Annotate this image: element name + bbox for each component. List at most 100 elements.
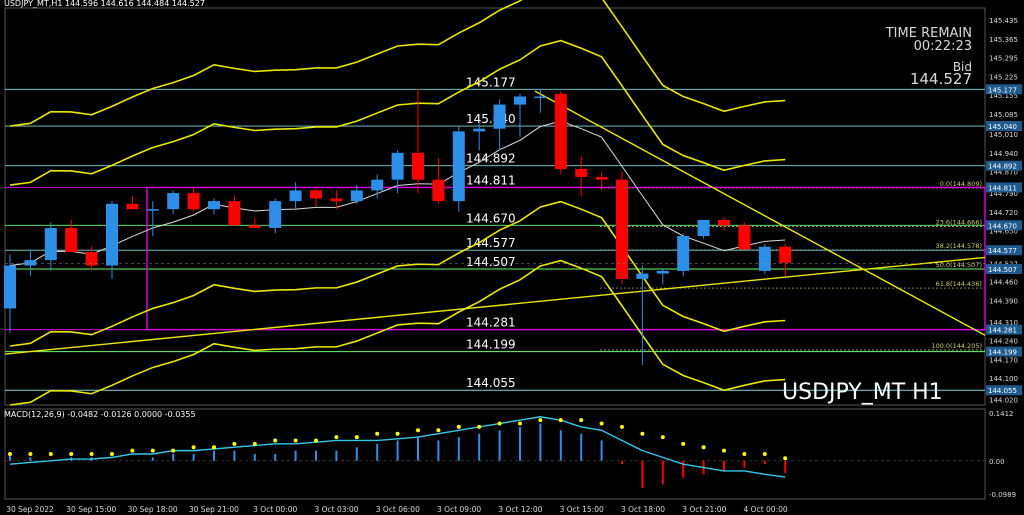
candle-body [330, 198, 343, 202]
price-level-tag-text: 144.507 [988, 266, 1017, 274]
candle-body [106, 203, 118, 266]
macd-signal-dot [660, 435, 665, 440]
macd-signal-dot [232, 441, 237, 446]
macd-signal-dot [69, 452, 74, 456]
candle-body [514, 96, 526, 105]
candle-body [758, 246, 771, 271]
price-level-tag [986, 84, 1022, 95]
macd-signal-dot [538, 418, 543, 423]
time-axis-label: 3 Oct 18:00 [621, 505, 665, 514]
candle-body [24, 260, 37, 266]
macd-signal-dot [171, 448, 176, 453]
candle-body [167, 193, 180, 210]
macd-signal-dot [783, 456, 788, 461]
candle-body [146, 209, 159, 211]
price-level-tag-text: 144.577 [988, 247, 1017, 255]
price-level-tag [986, 160, 1022, 171]
price-tick-label: 144.790 [989, 190, 1018, 198]
macd-signal-dot [395, 431, 400, 436]
price-level-tag [986, 385, 1022, 396]
chart-header: USDJPY_MT,H1 144.596 144.616 144.484 144… [4, 0, 205, 8]
fib-level-label: 38.2(144.578) [936, 242, 982, 250]
candle-body [432, 179, 445, 202]
macd-frame [4, 408, 986, 500]
time-axis-label: 3 Oct 15:00 [560, 505, 604, 514]
macd-signal-dot [354, 435, 359, 440]
candle-body [534, 96, 547, 99]
macd-signal-dot [477, 424, 482, 429]
trend-line-down [534, 90, 986, 336]
macd-signal-dot [497, 421, 502, 426]
time-axis-label: 30 Sep 15:00 [66, 505, 116, 514]
macd-signal-dot [416, 428, 420, 433]
macd-signal-dot [130, 448, 135, 453]
candle-body [391, 152, 404, 180]
price-level-tag [986, 121, 1022, 132]
candle-body [310, 190, 322, 199]
macd-signal-dot [314, 438, 318, 443]
price-tick-label: 144.100 [989, 375, 1018, 383]
macd-tick-label: 0.1412 [989, 410, 1014, 418]
price-level-tag [986, 220, 1022, 231]
candle-body [452, 131, 465, 202]
fib-level-label: 61.8(144.436) [936, 280, 982, 288]
time-remain-label: TIME REMAIN [885, 26, 972, 41]
price-level-tag-text: 144.281 [988, 327, 1017, 335]
time-axis-label: 30 Sep 18:00 [128, 505, 178, 514]
macd-signal-dot [579, 418, 584, 423]
candle-body [595, 176, 608, 180]
price-level-tag-text: 144.892 [988, 163, 1017, 171]
time-axis-label: 3 Oct 00:00 [253, 505, 297, 514]
price-tick-label: 144.870 [989, 169, 1018, 177]
macd-signal-dot [640, 431, 645, 436]
candle-body [350, 190, 363, 202]
time-axis-label: 3 Oct 06:00 [376, 505, 420, 514]
candle-body [65, 227, 78, 253]
candle-body [228, 201, 241, 226]
candle-body [718, 219, 730, 226]
bid-label: Bid [952, 60, 972, 74]
price-level-tag-text: 145.040 [988, 123, 1017, 131]
time-axis-label: 3 Oct 03:00 [314, 505, 358, 514]
time-axis-label: 30 Sep 2022 [6, 505, 54, 514]
price-level-label: 144.811 [466, 173, 516, 187]
fib-level-label: 0.0(144.809) [940, 180, 982, 188]
price-tick-label: 144.170 [989, 356, 1018, 364]
price-tick-label: 145.085 [989, 111, 1018, 119]
envelope-band [9, 200, 786, 347]
envelope-band [9, 0, 786, 127]
price-tick-label: 144.720 [989, 209, 1018, 217]
candle-body [4, 265, 16, 309]
time-axis-label: 3 Oct 12:00 [498, 505, 542, 514]
candle-body [616, 179, 628, 279]
candle-body [248, 225, 261, 228]
macd-line [9, 416, 786, 478]
macd-signal-dot [212, 445, 216, 450]
price-level-label: 144.670 [466, 211, 516, 225]
macd-signal-dot [110, 452, 114, 456]
price-level-label: 144.577 [466, 236, 516, 250]
candle-body [371, 179, 384, 191]
price-tick-label: 144.650 [989, 228, 1018, 236]
price-level-tag [986, 264, 1022, 275]
macd-signal-dot [620, 424, 624, 429]
price-tick-label: 144.390 [989, 297, 1018, 305]
range-box [146, 186, 986, 331]
price-level-tag-text: 145.177 [988, 86, 1017, 94]
macd-tick-label: -0.0989 [989, 491, 1016, 499]
macd-signal-dot [273, 438, 278, 443]
candle-body [412, 152, 424, 180]
candle-body [738, 225, 751, 250]
price-level-tag-text: 144.055 [988, 387, 1017, 395]
envelope-band [9, 39, 786, 186]
price-level-label: 144.507 [466, 255, 516, 269]
price-level-tag-text: 144.670 [988, 222, 1017, 230]
candle-body [44, 227, 57, 261]
price-tick-label: 144.460 [989, 279, 1018, 287]
macd-tick-label: 0.00 [989, 458, 1005, 466]
candle-body [697, 219, 710, 237]
macd-signal-dot [518, 421, 522, 426]
macd-signal-dot [293, 438, 298, 443]
candle-body [677, 236, 690, 271]
macd-signal-dot [456, 424, 461, 429]
